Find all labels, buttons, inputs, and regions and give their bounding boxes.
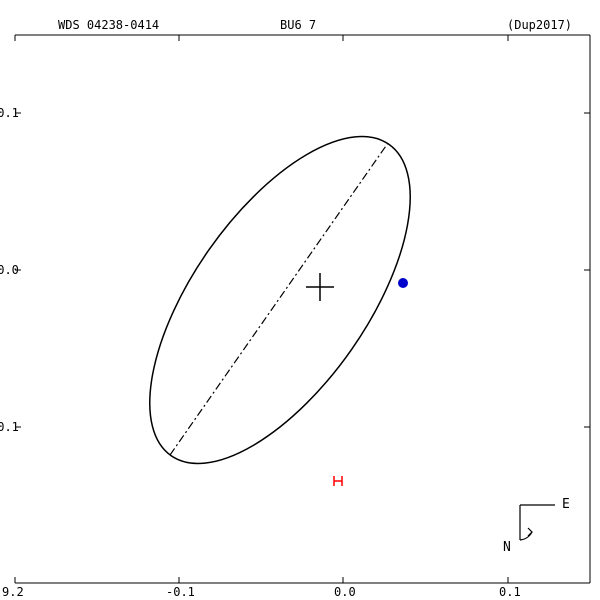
header-right: (Dup2017) (507, 18, 572, 32)
ytick-label: -0.1 (0, 420, 19, 434)
red-marker (334, 476, 342, 486)
compass-e-label: E (562, 497, 570, 512)
xtick-label: 0.1 (499, 585, 521, 599)
ytick-label: -0.1 (0, 106, 19, 120)
orbit-ellipse (100, 94, 460, 505)
observation-point (398, 278, 408, 288)
orbit-plot: WDS 04238-0414 BU6 7 (Dup2017) (0, 0, 600, 600)
compass-n-label: N (503, 540, 511, 555)
plot-svg (0, 0, 600, 600)
ytick-label: -0.0 (0, 263, 19, 277)
major-axis (170, 143, 388, 455)
compass (520, 505, 555, 540)
xtick-label: 9.2 (2, 585, 24, 599)
header-left: WDS 04238-0414 (58, 18, 159, 32)
xtick-label: -0.1 (166, 585, 195, 599)
xtick-label: 0.0 (334, 585, 356, 599)
header-center: BU6 7 (280, 18, 316, 32)
